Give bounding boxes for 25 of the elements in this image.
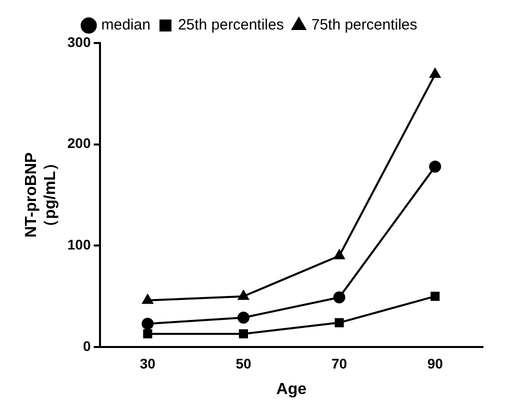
legend-label: median <box>101 16 150 34</box>
y-axis-title: NT-proBNP （pg/mL） <box>23 152 60 238</box>
y-tick-label: 200 <box>67 135 91 152</box>
x-tick-label: 70 <box>331 355 348 372</box>
legend-label: 75th percentiles <box>311 16 418 34</box>
point <box>142 294 153 304</box>
x-tick-label: 90 <box>427 355 444 372</box>
legend-label: 25th percentiles <box>178 16 284 34</box>
x-tick-label: 30 <box>140 355 156 372</box>
y-tick-label: 300 <box>67 34 91 50</box>
point <box>238 329 248 338</box>
x-axis-title: Age <box>276 380 307 398</box>
point <box>238 290 249 300</box>
y-tick-label: 0 <box>82 338 91 354</box>
point <box>334 250 345 260</box>
point <box>237 312 250 324</box>
point <box>430 68 440 78</box>
point <box>143 329 152 338</box>
x-tick-label: 50 <box>236 355 252 372</box>
point <box>429 160 442 173</box>
point <box>333 291 346 304</box>
point <box>430 292 440 301</box>
y-tick-label: 100 <box>67 236 91 253</box>
point <box>334 318 344 328</box>
point <box>142 318 154 330</box>
